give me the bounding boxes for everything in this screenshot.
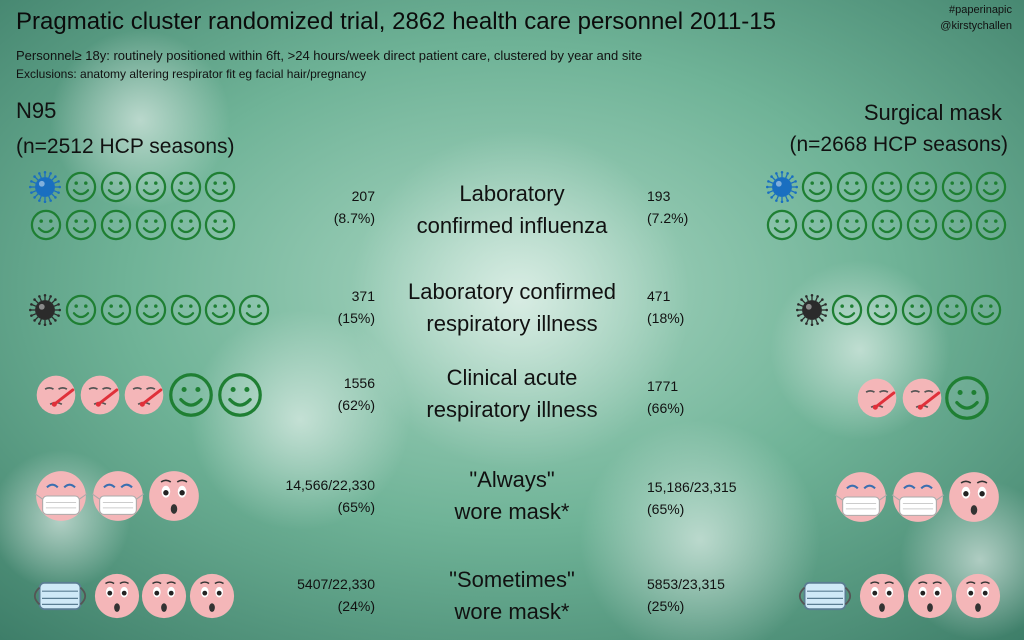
smiley-icon bbox=[871, 209, 903, 241]
surgical-mask-icon bbox=[798, 581, 852, 611]
smiley-icon bbox=[218, 373, 262, 417]
smiley-icon bbox=[936, 294, 968, 326]
masked-face-icon bbox=[834, 472, 888, 522]
surprised-face-icon bbox=[955, 573, 1001, 619]
flu-virus-icon bbox=[29, 171, 61, 203]
outcome-label-clinical: Clinical acute respiratory illness bbox=[426, 365, 598, 422]
smiley-icon bbox=[945, 376, 989, 420]
masked-face-icon bbox=[891, 472, 945, 522]
right-value-lab-resp: 471 (18%) bbox=[647, 288, 685, 326]
smiley-icon bbox=[204, 294, 236, 326]
left-value-lab-resp: 371 (15%) bbox=[337, 288, 375, 326]
smiley-icon bbox=[906, 171, 938, 203]
smiley-icon bbox=[970, 294, 1002, 326]
exclusion-criteria: Exclusions: anatomy altering respirator … bbox=[16, 67, 367, 81]
smiley-icon bbox=[65, 209, 97, 241]
right-group-name: Surgical mask bbox=[863, 100, 1002, 125]
outcome-label-influenza: Laboratory confirmed influenza bbox=[416, 181, 608, 238]
right-value-influenza: 193 (7.2%) bbox=[647, 188, 689, 226]
masked-face-icon bbox=[34, 471, 88, 521]
outcome-label-lab-resp: Laboratory confirmed respiratory illness bbox=[408, 279, 616, 336]
surprised-face-icon bbox=[94, 573, 140, 619]
smiley-icon bbox=[901, 294, 933, 326]
smiley-icon bbox=[866, 294, 898, 326]
smiley-icon bbox=[204, 171, 236, 203]
smiley-icon bbox=[169, 373, 213, 417]
smiley-icon bbox=[65, 171, 97, 203]
smiley-icon bbox=[204, 209, 236, 241]
smiley-icon bbox=[30, 209, 62, 241]
smiley-icon bbox=[170, 171, 202, 203]
smiley-icon bbox=[238, 294, 270, 326]
smiley-icon bbox=[766, 209, 798, 241]
surprised-face-icon bbox=[141, 573, 187, 619]
surprised-face-icon bbox=[859, 573, 905, 619]
inclusion-criteria: Personnel≥ 18y: routinely positioned wit… bbox=[16, 48, 643, 63]
smiley-icon bbox=[831, 294, 863, 326]
author-handle: @kirstychallen bbox=[940, 20, 1012, 32]
smiley-icon bbox=[906, 209, 938, 241]
surprised-face-icon bbox=[149, 471, 199, 521]
smiley-icon bbox=[100, 294, 132, 326]
smiley-icon bbox=[65, 294, 97, 326]
smiley-icon bbox=[135, 294, 167, 326]
smiley-icon bbox=[836, 171, 868, 203]
sick-face-icon bbox=[36, 375, 76, 415]
outcome-label-sometimes: "Sometimes" wore mask* bbox=[449, 567, 575, 624]
surprised-face-icon bbox=[907, 573, 953, 619]
sick-face-icon bbox=[80, 375, 120, 415]
masked-face-icon bbox=[91, 471, 145, 521]
hashtag: #paperinapic bbox=[949, 4, 1012, 16]
smiley-icon bbox=[801, 209, 833, 241]
smiley-icon bbox=[941, 209, 973, 241]
sick-face-icon bbox=[124, 375, 164, 415]
smiley-icon bbox=[100, 171, 132, 203]
left-value-clinical: 1556 (62%) bbox=[337, 375, 375, 413]
left-value-sometimes: 5407/22,330 (24%) bbox=[297, 576, 375, 614]
smiley-icon bbox=[135, 171, 167, 203]
respiratory-virus-icon bbox=[796, 294, 828, 326]
smiley-icon bbox=[836, 209, 868, 241]
smiley-icon bbox=[871, 171, 903, 203]
smiley-icon bbox=[801, 171, 833, 203]
sick-face-icon bbox=[902, 378, 942, 418]
sick-face-icon bbox=[857, 378, 897, 418]
smiley-icon bbox=[100, 209, 132, 241]
left-group-name: N95 bbox=[16, 98, 57, 123]
outcome-label-always: "Always" wore mask* bbox=[454, 467, 570, 524]
left-group-n: (n=2512 HCP seasons) bbox=[16, 135, 235, 158]
right-value-always: 15,186/23,315 (65%) bbox=[647, 479, 737, 517]
smiley-icon bbox=[170, 294, 202, 326]
respiratory-virus-icon bbox=[29, 294, 61, 326]
flu-virus-icon bbox=[766, 171, 798, 203]
attribution: #paperinapic @kirstychallen bbox=[940, 2, 1012, 34]
smiley-icon bbox=[135, 209, 167, 241]
smiley-icon bbox=[975, 171, 1007, 203]
smiley-icon bbox=[975, 209, 1007, 241]
figure-subtitle: Pragmatic cluster randomized trial, 2862… bbox=[16, 8, 776, 35]
right-value-clinical: 1771 (66%) bbox=[647, 378, 685, 416]
smiley-icon bbox=[170, 209, 202, 241]
right-value-sometimes: 5853/23,315 (25%) bbox=[647, 576, 725, 614]
left-value-always: 14,566/22,330 (65%) bbox=[285, 477, 375, 515]
surprised-face-icon bbox=[189, 573, 235, 619]
right-group-n: (n=2668 HCP seasons) bbox=[789, 133, 1009, 156]
surgical-mask-icon bbox=[33, 581, 87, 611]
smiley-icon bbox=[941, 171, 973, 203]
surprised-face-icon bbox=[949, 472, 999, 522]
left-value-influenza: 207 (8.7%) bbox=[333, 188, 375, 226]
